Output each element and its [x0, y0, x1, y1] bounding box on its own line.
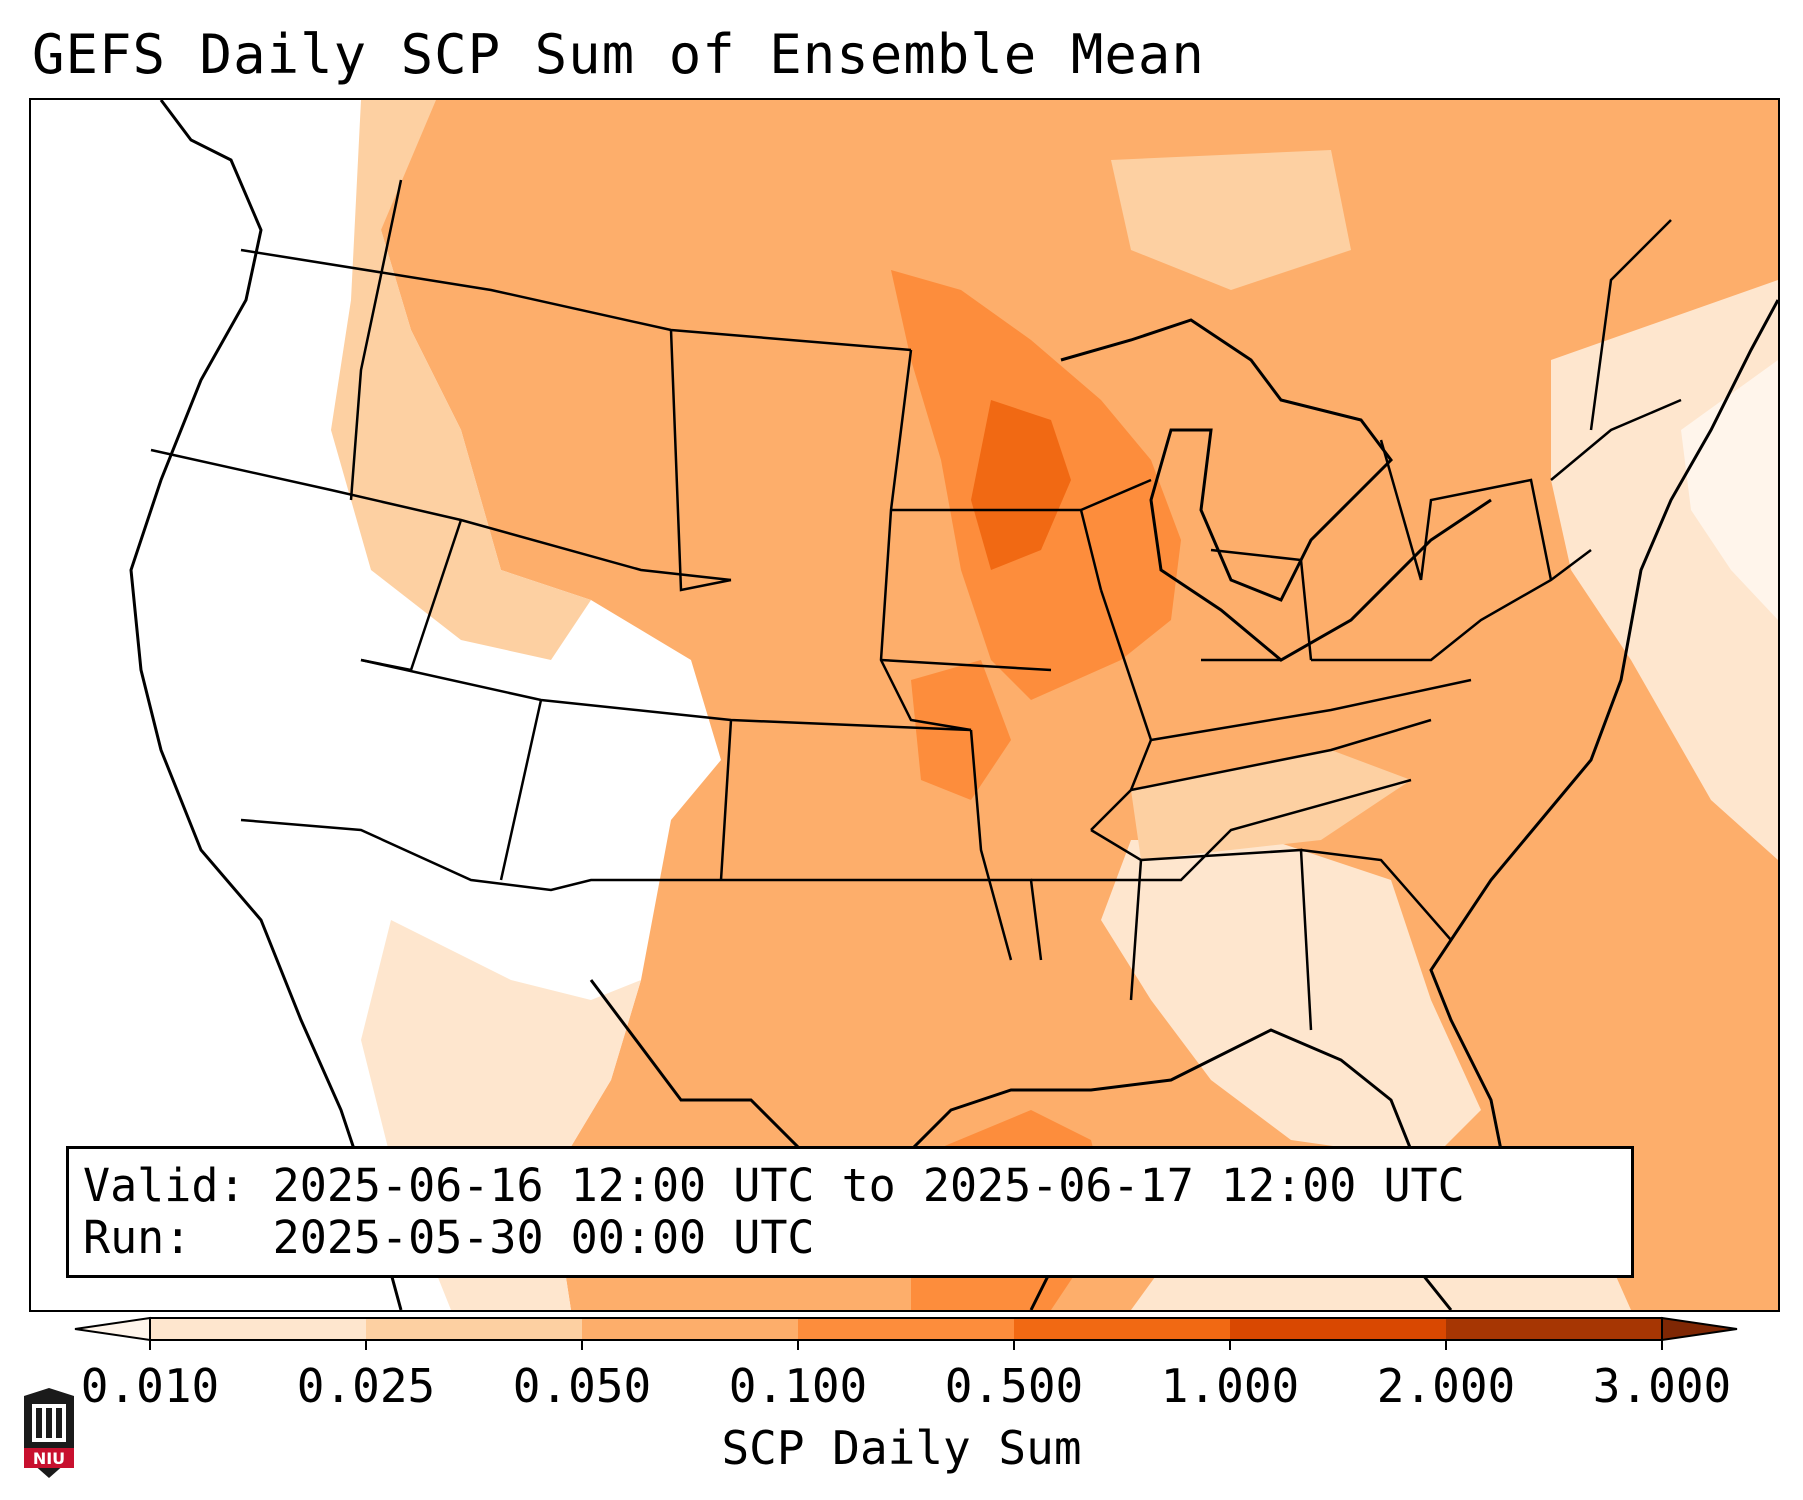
colorbar-tick-label: 1.000 — [1160, 1359, 1300, 1413]
colorbar-tick-label: 2.000 — [1376, 1359, 1516, 1413]
colorbar-tick-label: 0.100 — [728, 1359, 868, 1413]
colorbar-segment — [1014, 1318, 1231, 1340]
valid-value: 2025-06-16 12:00 UTC to 2025-06-17 12:00… — [272, 1159, 1465, 1212]
colorbar-extend-low — [74, 1316, 151, 1342]
colorbar-tick-label: 0.025 — [296, 1359, 436, 1413]
colorbar-tick-label: 0.010 — [80, 1359, 220, 1413]
colorbar-segment — [150, 1318, 367, 1340]
niu-logo-text: NIU — [33, 1449, 65, 1468]
state-borders — [150, 179, 1682, 1031]
colorbar-tick-label: 3.000 — [1592, 1359, 1732, 1413]
run-label: Run: — [83, 1211, 192, 1264]
niu-logo: NIU — [24, 1388, 74, 1478]
colorbar-segment — [1446, 1318, 1663, 1340]
colorbar-segment — [582, 1318, 799, 1340]
valid-run-info-box: Valid: 2025-06-16 12:00 UTC to 2025-06-1… — [66, 1146, 1634, 1278]
valid-label: Valid: — [83, 1159, 246, 1212]
field-highest-core — [971, 400, 1071, 570]
scp-map — [31, 100, 1778, 1310]
colorbar-tick-label: 0.500 — [944, 1359, 1084, 1413]
colorbar-label: SCP Daily Sum — [721, 1421, 1082, 1475]
colorbar-outline — [149, 1317, 1663, 1341]
colorbar-extend-high — [1661, 1316, 1738, 1342]
colorbar-segment — [798, 1318, 1015, 1340]
colorbar-tick-label: 0.050 — [512, 1359, 652, 1413]
map-panel — [29, 98, 1780, 1312]
field-low-tennessee — [1131, 750, 1411, 860]
colorbar-segment — [366, 1318, 583, 1340]
field-low-southeast — [1101, 840, 1481, 1160]
page-title: GEFS Daily SCP Sum of Ensemble Mean — [32, 23, 1205, 86]
run-value: 2025-05-30 00:00 UTC — [272, 1211, 815, 1264]
valid-row: Valid: 2025-06-16 12:00 UTC to 2025-06-1… — [83, 1159, 1465, 1213]
colorbar — [74, 1316, 1738, 1350]
run-row: Run: 2025-05-30 00:00 UTC — [83, 1211, 815, 1265]
great-lakes — [1060, 318, 1492, 662]
field-very-low-atlantic — [1681, 360, 1778, 620]
colorbar-segment — [1230, 1318, 1447, 1340]
niu-logo-band — [24, 1448, 74, 1468]
field-moderate-plains — [331, 100, 591, 660]
field-low-canada — [1111, 150, 1351, 290]
